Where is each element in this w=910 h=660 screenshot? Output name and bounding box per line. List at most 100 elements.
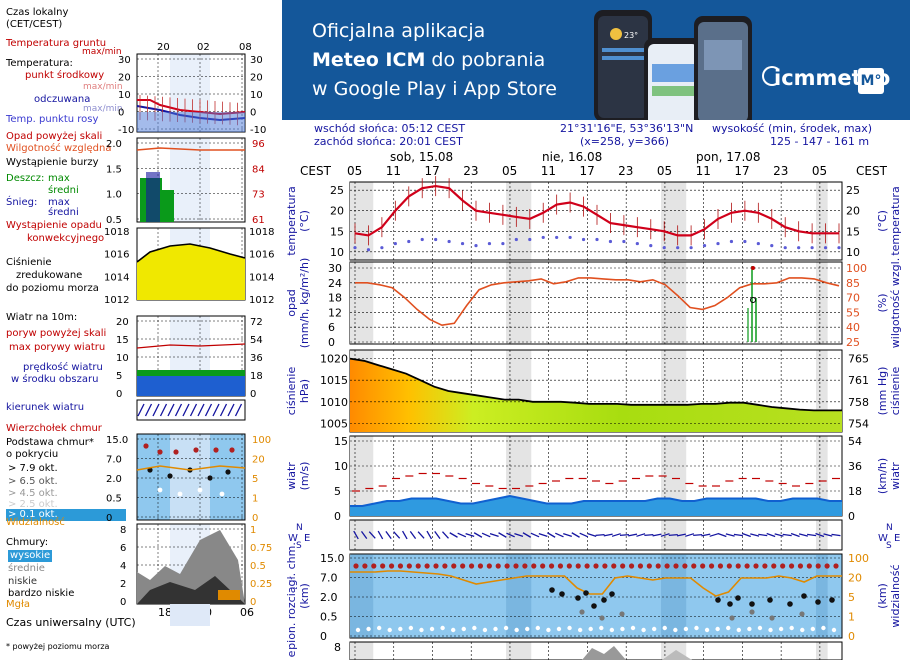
cloud-top-dot bbox=[531, 563, 537, 569]
cloud-top-dot bbox=[744, 563, 750, 569]
compass-n-right: N bbox=[886, 523, 893, 533]
grid-text: (x=258, y=366) bbox=[580, 135, 670, 148]
wind-arrow bbox=[538, 532, 548, 538]
precip-tick-left: 24 bbox=[328, 277, 342, 290]
night-band bbox=[661, 555, 687, 637]
night-band bbox=[350, 436, 374, 516]
wind-arrow bbox=[595, 533, 605, 537]
local-time-tz: (CET/CEST) bbox=[6, 19, 63, 30]
wind-arrow bbox=[514, 532, 524, 538]
humidity-tick-right: 85 bbox=[846, 277, 860, 290]
wind-arrow bbox=[457, 532, 467, 538]
cloud-top-dot bbox=[771, 563, 777, 569]
precip-above-marker bbox=[751, 266, 755, 270]
legend-tick-right: 0.75 bbox=[250, 543, 272, 554]
legend-visibility-line bbox=[136, 465, 246, 471]
wind-arrow bbox=[823, 533, 833, 537]
legend-cloudtop-dot bbox=[193, 447, 199, 453]
cloud-top-dot bbox=[557, 563, 564, 569]
time-tick: 02 bbox=[197, 42, 210, 53]
cloudbase-tick-left: 7.0 bbox=[320, 572, 338, 585]
cloud-top-dot bbox=[788, 563, 795, 569]
temperature-line bbox=[354, 184, 839, 237]
cloud-top-dot bbox=[708, 563, 715, 569]
legend-wind-arrow bbox=[174, 403, 183, 417]
cloud-base-dot-low bbox=[620, 626, 625, 632]
legend-pressure-tick-right: 1012 bbox=[249, 295, 274, 306]
pressure-line bbox=[349, 357, 842, 412]
legend-cloudtop-dot bbox=[229, 447, 235, 453]
cloud-top-dot bbox=[424, 563, 430, 569]
cloud-top-dot bbox=[468, 563, 475, 569]
legend-tick-left: 0 bbox=[120, 597, 126, 608]
compass-w-right: W bbox=[878, 533, 888, 544]
cloud-top-dot bbox=[620, 563, 626, 569]
legend-tick-right: 1 bbox=[250, 525, 256, 536]
legend-wind-arrow bbox=[182, 403, 190, 417]
dew-point bbox=[407, 239, 411, 244]
legend-tick-right: 0 bbox=[250, 597, 256, 608]
dew-point-label: Temp. punktu rosy bbox=[6, 114, 99, 125]
legend-gust-line bbox=[136, 343, 246, 349]
rain-max-label: max bbox=[48, 173, 70, 184]
legend-tick-left: 8 bbox=[120, 525, 126, 536]
legend-tick-right: 100 bbox=[252, 435, 271, 446]
wind-arrow bbox=[402, 530, 408, 540]
cloud-base-dot-low bbox=[482, 627, 488, 633]
temp-tick-left: 15 bbox=[330, 225, 344, 238]
cloud-base-dot-low bbox=[599, 625, 604, 631]
tz-label-right: CEST bbox=[856, 164, 888, 178]
wind-gust-max: max porywy wiatru bbox=[9, 342, 106, 353]
legend-tick-right: 0 bbox=[250, 389, 256, 400]
rain-avg-label: średni bbox=[48, 185, 79, 196]
cover-45-label: > 4.5 okt. bbox=[8, 488, 58, 499]
wind-arrow bbox=[368, 531, 376, 539]
dew-point bbox=[797, 246, 801, 250]
app-promo-banner[interactable]: Oficjalna aplikacja Meteo ICM do pobrani… bbox=[282, 0, 910, 120]
night-band bbox=[816, 642, 828, 660]
dew-point bbox=[689, 246, 693, 250]
dew-point bbox=[541, 235, 545, 240]
dew-point bbox=[595, 237, 599, 242]
cloud-base-dot-low bbox=[704, 627, 710, 633]
wind-axis-label: wiatr bbox=[285, 462, 298, 490]
wind-avg-label-2: w środku obszaru bbox=[11, 374, 99, 385]
cloud-base-dot-low bbox=[387, 627, 392, 633]
wind-arrow bbox=[563, 532, 573, 538]
cloud-top-dot bbox=[548, 563, 555, 569]
cloud-top-dot bbox=[726, 563, 732, 569]
cloud-top-dot bbox=[673, 563, 679, 569]
cloud-base-dot-low bbox=[355, 627, 361, 633]
cloud-top-dot bbox=[353, 563, 359, 569]
compass-e: E bbox=[304, 533, 310, 544]
cloud-base-dot-low bbox=[651, 626, 657, 632]
wind-tick-right: 18 bbox=[848, 485, 862, 498]
wind-tick-left: 15 bbox=[334, 435, 348, 448]
banner-line-1: Oficjalna aplikacja bbox=[312, 20, 486, 42]
banner-line-2: Meteo ICM do pobrania bbox=[312, 49, 545, 71]
clouds-vlow-label: bardzo niskie bbox=[8, 588, 75, 599]
cloud-top-dot bbox=[628, 563, 635, 569]
legend-tick-right: 72 bbox=[250, 317, 263, 328]
temp-axis-label-right: temperatura bbox=[889, 186, 902, 255]
dew-point bbox=[380, 246, 384, 250]
sunrise-text: wschód słońca: 05:12 CEST bbox=[314, 122, 466, 135]
cloud-base-label-2: o pokryciu bbox=[6, 449, 59, 460]
cloud-top-dot bbox=[388, 563, 395, 569]
dew-point bbox=[528, 237, 532, 242]
local-time-label: Czas lokalny bbox=[6, 7, 69, 18]
cloud-base-dot bbox=[787, 601, 793, 607]
cloud-top-dot bbox=[477, 563, 484, 569]
cloud-base-dot bbox=[727, 601, 733, 607]
tz-label-left: CEST bbox=[300, 164, 332, 178]
cloud-top-dot bbox=[691, 563, 697, 569]
pressure-tick-right: 761 bbox=[848, 374, 869, 387]
legend-cloudbase-dot bbox=[207, 475, 213, 481]
humidity-tick-right: 70 bbox=[846, 292, 860, 305]
wind-arrow bbox=[441, 531, 449, 539]
legend-pressure-tick: 1018 bbox=[104, 227, 129, 238]
cloud-base-dot-low bbox=[535, 625, 541, 631]
wind-arrow bbox=[685, 533, 695, 537]
cloud-base-dot-mid bbox=[619, 611, 625, 617]
